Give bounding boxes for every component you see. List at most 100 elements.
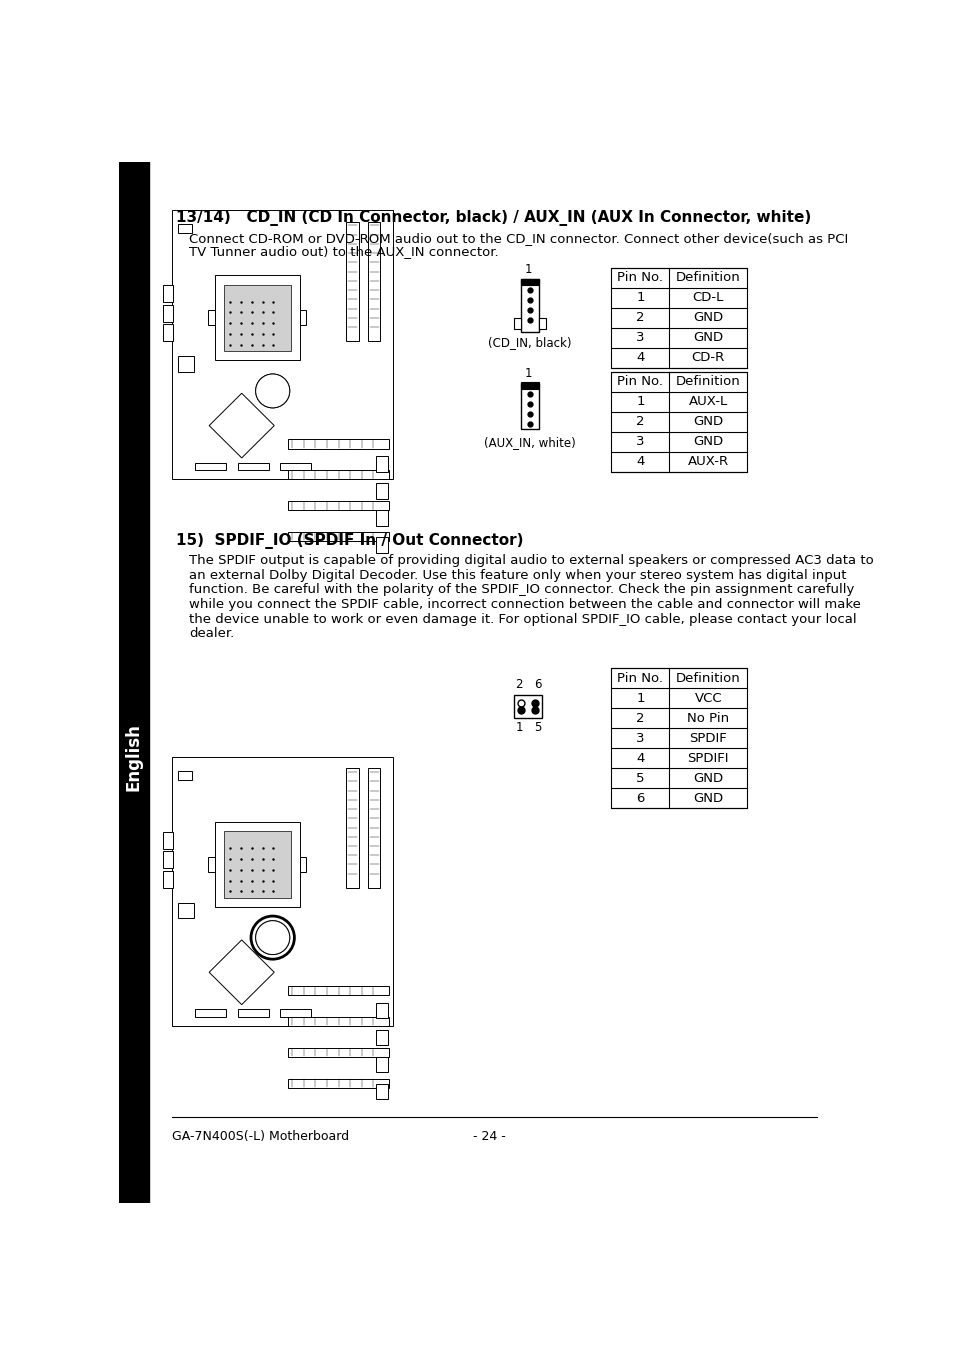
Bar xyxy=(375,457,388,472)
Bar xyxy=(611,668,746,808)
Bar xyxy=(162,831,173,849)
Bar xyxy=(280,462,311,470)
Circle shape xyxy=(255,921,290,955)
Bar xyxy=(375,1057,388,1072)
Bar xyxy=(611,268,746,368)
Bar xyxy=(520,383,538,388)
Circle shape xyxy=(255,921,290,955)
Bar xyxy=(288,1048,389,1057)
Text: AUX-R: AUX-R xyxy=(687,456,728,468)
Bar xyxy=(375,537,388,553)
Bar xyxy=(288,986,389,995)
Text: Pin No.: Pin No. xyxy=(617,376,662,388)
Bar xyxy=(520,279,538,285)
Text: function. Be careful with the polarity of the SPDIF_IO connector. Check the pin : function. Be careful with the polarity o… xyxy=(189,584,854,596)
Text: SPDIF: SPDIF xyxy=(689,731,726,745)
Circle shape xyxy=(255,375,290,408)
Bar xyxy=(162,285,173,303)
Bar xyxy=(195,462,226,470)
Bar xyxy=(162,304,173,322)
Text: 5: 5 xyxy=(636,772,644,784)
Text: 1: 1 xyxy=(524,264,532,276)
Bar xyxy=(368,222,380,341)
Bar xyxy=(375,483,388,499)
Bar xyxy=(237,462,269,470)
Text: CD-L: CD-L xyxy=(692,291,723,304)
Bar xyxy=(288,439,389,449)
Text: 4: 4 xyxy=(636,456,644,468)
Bar xyxy=(299,310,306,326)
Text: Definition: Definition xyxy=(675,672,740,684)
Circle shape xyxy=(255,375,290,408)
Text: 1: 1 xyxy=(515,721,522,734)
Text: 2: 2 xyxy=(636,711,644,725)
Bar xyxy=(237,1009,269,1017)
Bar xyxy=(162,852,173,868)
Text: GND: GND xyxy=(693,311,722,324)
Text: 2: 2 xyxy=(636,415,644,429)
Bar xyxy=(521,383,537,430)
Bar xyxy=(299,857,306,872)
Bar xyxy=(514,695,542,718)
Text: 2: 2 xyxy=(515,679,522,691)
Bar xyxy=(208,857,214,872)
Text: CD-R: CD-R xyxy=(691,352,724,364)
Bar xyxy=(178,224,192,233)
Bar xyxy=(375,510,388,526)
Bar xyxy=(346,768,358,887)
Text: 1: 1 xyxy=(636,692,644,704)
Bar xyxy=(214,276,299,360)
Bar xyxy=(288,1079,389,1088)
Text: Connect CD-ROM or DVD-ROM audio out to the CD_IN connector. Connect other device: Connect CD-ROM or DVD-ROM audio out to t… xyxy=(189,231,847,245)
Text: 3: 3 xyxy=(636,731,644,745)
Bar xyxy=(611,372,746,472)
Bar xyxy=(288,470,389,480)
Bar xyxy=(368,768,380,887)
Text: GND: GND xyxy=(693,415,722,429)
Text: GND: GND xyxy=(693,435,722,449)
Text: SPDIFI: SPDIFI xyxy=(687,752,728,765)
Bar xyxy=(288,531,389,541)
Bar xyxy=(375,1084,388,1099)
Text: English: English xyxy=(125,723,143,791)
Bar xyxy=(375,1030,388,1045)
Text: 3: 3 xyxy=(636,331,644,345)
Text: - 24 -: - 24 - xyxy=(472,1130,505,1144)
Text: the device unable to work or even damage it. For optional SPDIF_IO cable, please: the device unable to work or even damage… xyxy=(189,612,856,626)
Bar xyxy=(119,162,149,1203)
Text: 2: 2 xyxy=(636,311,644,324)
Text: No Pin: No Pin xyxy=(686,711,728,725)
Text: TV Tunner audio out) to the AUX_IN connector.: TV Tunner audio out) to the AUX_IN conne… xyxy=(189,246,498,258)
Text: Definition: Definition xyxy=(675,376,740,388)
Bar xyxy=(537,318,545,329)
Text: GND: GND xyxy=(693,331,722,345)
Text: dealer.: dealer. xyxy=(189,627,234,641)
Bar xyxy=(375,1003,388,1018)
Text: Definition: Definition xyxy=(675,272,740,284)
Bar xyxy=(514,318,521,329)
Text: 6: 6 xyxy=(534,679,541,691)
Text: VCC: VCC xyxy=(694,692,721,704)
Bar xyxy=(346,222,358,341)
Text: GA-7N400S(-L) Motherboard: GA-7N400S(-L) Motherboard xyxy=(172,1130,349,1144)
Bar xyxy=(162,871,173,887)
Bar xyxy=(521,280,537,331)
Text: 15)  SPDIF_IO (SPDIF In / Out Connector): 15) SPDIF_IO (SPDIF In / Out Connector) xyxy=(175,534,523,549)
Bar xyxy=(208,310,214,326)
Text: Pin No.: Pin No. xyxy=(617,272,662,284)
Bar xyxy=(178,903,193,918)
Bar xyxy=(172,210,393,480)
Text: GND: GND xyxy=(693,772,722,784)
Bar xyxy=(288,502,389,510)
Polygon shape xyxy=(209,940,274,1005)
Bar xyxy=(224,285,291,352)
Text: 4: 4 xyxy=(636,352,644,364)
Text: 1: 1 xyxy=(636,291,644,304)
Bar xyxy=(195,1009,226,1017)
Text: 13/14)   CD_IN (CD In Connector, black) / AUX_IN (AUX In Connector, white): 13/14) CD_IN (CD In Connector, black) / … xyxy=(175,210,810,226)
Text: an external Dolby Digital Decoder. Use this feature only when your stereo system: an external Dolby Digital Decoder. Use t… xyxy=(189,569,845,581)
Text: 4: 4 xyxy=(636,752,644,765)
Bar xyxy=(224,831,291,898)
Bar xyxy=(280,1009,311,1017)
Text: while you connect the SPDIF cable, incorrect connection between the cable and co: while you connect the SPDIF cable, incor… xyxy=(189,598,860,611)
